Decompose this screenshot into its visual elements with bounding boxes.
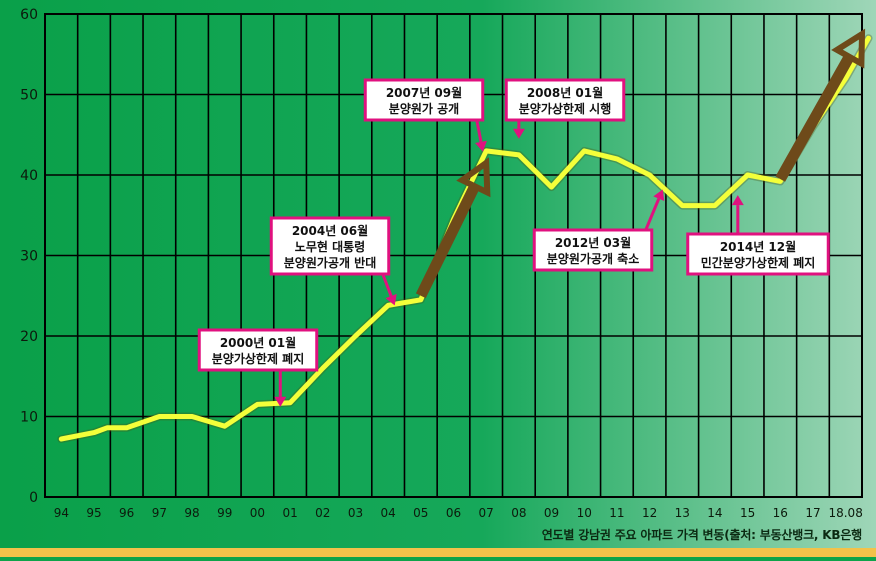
- x-tick-label: 06: [446, 506, 461, 520]
- x-tick-label: 08: [511, 506, 526, 520]
- annotation-text: 분양원가 공개: [389, 101, 459, 116]
- y-tick-label: 40: [20, 168, 38, 184]
- x-tick-label: 09: [544, 506, 559, 520]
- annotation-pointer-head: [475, 140, 487, 152]
- annotation-pointer: [475, 119, 483, 143]
- y-tick-labels: 0 10 20 30 40 50 60: [20, 7, 38, 506]
- x-tick-label: 01: [282, 506, 297, 520]
- trend-arrow-shaft: [415, 183, 480, 299]
- annotation-pointer-head: [274, 396, 287, 407]
- annotation-pointer: [381, 273, 393, 297]
- y-tick-label: 30: [20, 249, 38, 265]
- y-tick-label: 0: [29, 490, 38, 506]
- y-tick-label: 20: [20, 329, 38, 345]
- trend-arrow-head: [831, 28, 866, 69]
- annotation-text: 분양원가공개 반대: [284, 255, 377, 270]
- annotation-text: 민간분양가상한제 폐지: [701, 255, 816, 270]
- bottom-band: [0, 548, 876, 557]
- annotation-text: 2014년 12월: [720, 239, 796, 254]
- annotation-text: 분양원가공개 축소: [547, 251, 640, 266]
- annotation-text: 2000년 01월: [220, 335, 296, 350]
- x-tick-label: 94: [54, 506, 69, 520]
- x-tick-label: 16: [773, 506, 788, 520]
- x-tick-label: 13: [675, 506, 690, 520]
- x-tick-label: 11: [609, 506, 624, 520]
- y-tick-label: 60: [20, 7, 38, 23]
- y-tick-label: 50: [20, 88, 38, 104]
- annotation-text: 2004년 06월: [292, 223, 368, 238]
- trend-arrows: [415, 28, 866, 299]
- x-tick-label: 00: [250, 506, 265, 520]
- x-tick-label: 14: [707, 506, 722, 520]
- x-tick-label: 18.08: [828, 506, 862, 520]
- x-tick-label: 96: [119, 506, 134, 520]
- x-tick-label: 95: [86, 506, 101, 520]
- x-tick-label: 98: [184, 506, 199, 520]
- annotation-text: 2012년 03월: [555, 235, 631, 250]
- annotation-pointer-head: [385, 293, 397, 306]
- x-tick-label: 12: [642, 506, 657, 520]
- annotation-text: 2008년 01월: [527, 85, 603, 100]
- x-tick-label: 03: [348, 506, 363, 520]
- x-tick-label: 05: [413, 506, 428, 520]
- x-tick-label: 17: [805, 506, 820, 520]
- x-tick-label: 15: [740, 506, 755, 520]
- x-tick-label: 97: [152, 506, 167, 520]
- annotation-box: [532, 228, 654, 272]
- annotation-box: [363, 78, 485, 122]
- annotation-box: [686, 232, 830, 276]
- source-note: 연도별 강남권 주요 아파트 가격 변동(출처: 부동산뱅크, KB은행: [541, 528, 862, 542]
- x-tick-labels: 94 95 96 97 98 99 00 01 02 03 04 05 06 07 08 09 10 11 12 13…: [54, 506, 863, 520]
- y-tick-label: 10: [20, 410, 38, 426]
- x-tick-label: 07: [479, 506, 494, 520]
- x-tick-label: 99: [217, 506, 232, 520]
- annotation-text: 분양가상한제 폐지: [212, 351, 305, 366]
- annotation-pointer-head: [653, 189, 665, 201]
- annotation-text: 노무현 대통령: [295, 239, 365, 254]
- annotation-pointer-head: [512, 128, 525, 139]
- annotation-box: [504, 78, 626, 122]
- trend-arrow-shaft: [775, 54, 855, 182]
- x-tick-label: 10: [577, 506, 592, 520]
- annotation-pointer: [644, 198, 661, 231]
- trend-arrow-head: [456, 157, 491, 198]
- x-tick-label: 02: [315, 506, 330, 520]
- x-tick-label: 04: [380, 506, 395, 520]
- annotation-pointer-head: [731, 195, 744, 206]
- annotation-text: 분양가상한제 시행: [519, 101, 612, 116]
- annotation-box: [197, 328, 319, 372]
- annotation-box: [269, 216, 391, 276]
- annotation-text: 2007년 09월: [386, 85, 462, 100]
